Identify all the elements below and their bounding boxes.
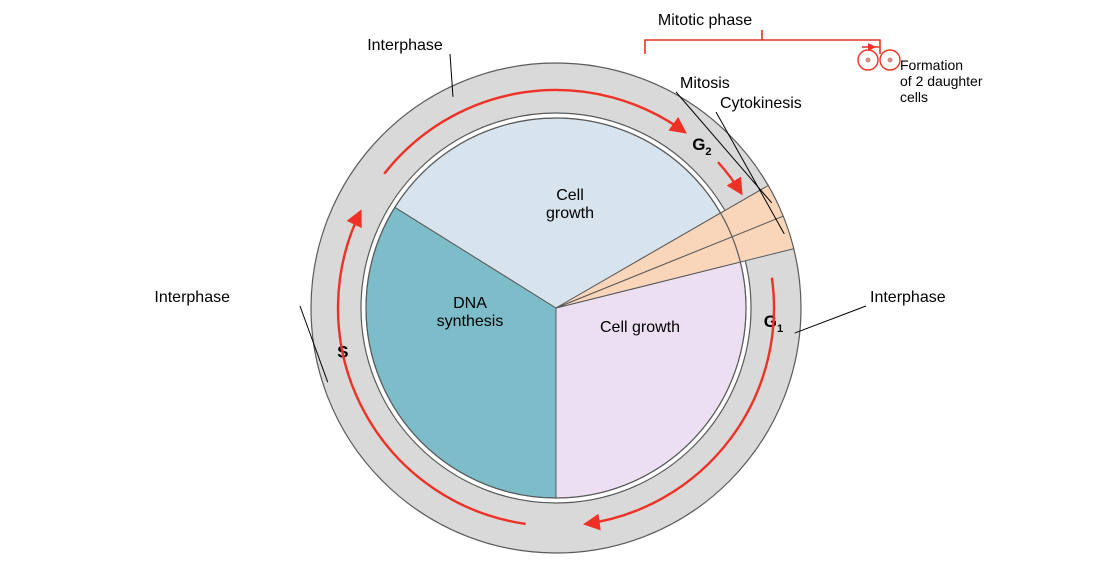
daughter-cells-icon: Formationof 2 daughtercells <box>858 50 983 105</box>
callout-mitosis: Mitosis <box>680 75 730 92</box>
callout-interphase_right: Interphase <box>870 289 946 306</box>
inner-label-g1: Cell growth <box>600 319 680 336</box>
daughter-cells-label: Formationof 2 daughtercells <box>900 57 983 105</box>
mitotic-phase-label: Mitotic phase <box>658 12 752 29</box>
callout-interphase_left: Interphase <box>154 289 230 306</box>
callout-interphase_top: Interphase <box>367 37 443 54</box>
daughter-cell-2-nucleus <box>888 58 893 63</box>
callout-cytokinesis: Cytokinesis <box>720 95 802 112</box>
leader-interphase_right <box>795 306 866 333</box>
mitotic-phase-bracket: Mitotic phase <box>645 12 880 54</box>
daughter-cell-1-nucleus <box>866 58 871 63</box>
